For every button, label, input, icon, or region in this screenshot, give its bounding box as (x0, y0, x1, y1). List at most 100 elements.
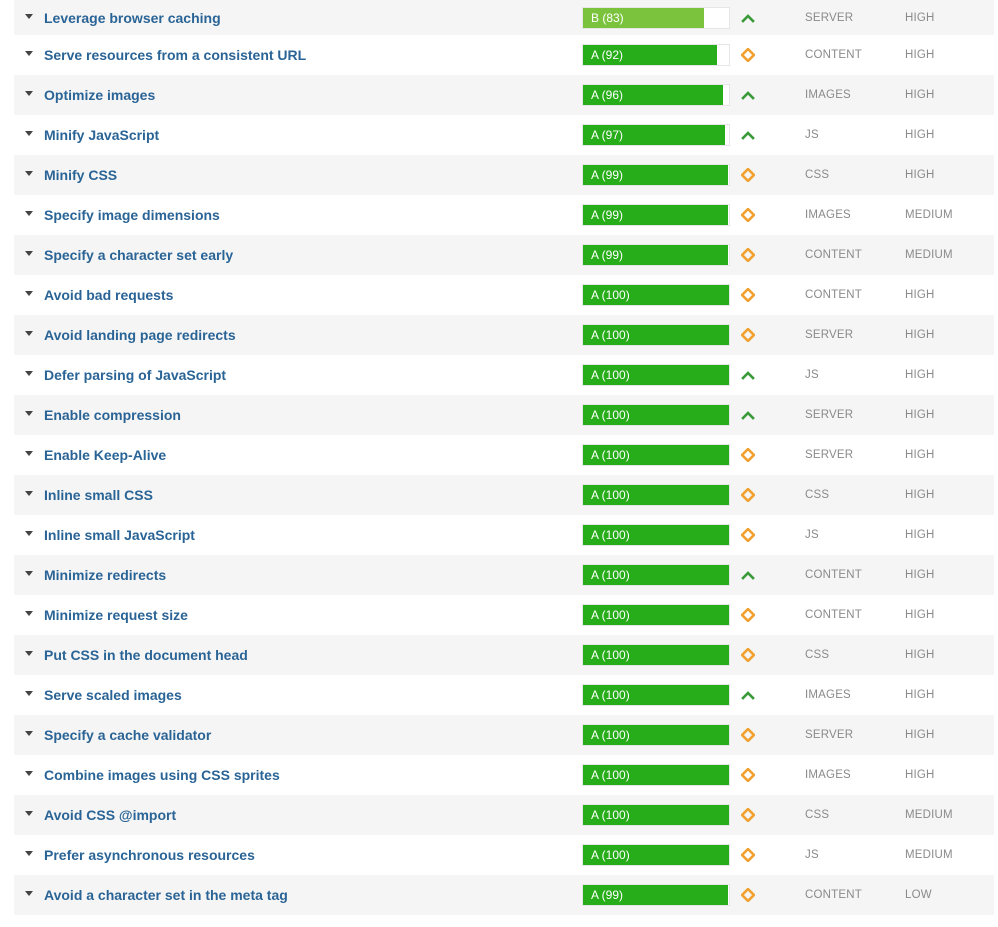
grade-label: A (100) (591, 648, 630, 662)
table-row[interactable]: Serve scaled images A (100) IMAGES HIGH (14, 675, 994, 715)
table-row[interactable]: Avoid landing page redirects A (100) SER… (14, 315, 994, 355)
rule-name-link[interactable]: Leverage browser caching (44, 9, 221, 26)
chevron-down-icon[interactable] (25, 851, 33, 856)
chevron-down-icon[interactable] (25, 131, 33, 136)
chevron-down-icon[interactable] (25, 811, 33, 816)
table-row[interactable]: Minify JavaScript A (97) JS HIGH (14, 115, 994, 155)
grade-bar-fill (583, 525, 729, 545)
chevron-down-icon[interactable] (25, 731, 33, 736)
diamond-icon (740, 447, 756, 463)
rule-type: IMAGES (805, 769, 851, 781)
rule-name-link[interactable]: Avoid landing page redirects (44, 327, 236, 343)
rule-name-link[interactable]: Minify CSS (44, 167, 118, 183)
chevron-down-icon[interactable] (25, 371, 33, 376)
rule-name-link[interactable]: Minimize request size (44, 607, 188, 623)
chevron-down-icon[interactable] (25, 451, 33, 456)
rule-priority: HIGH (905, 289, 935, 301)
grade-bar: A (100) (582, 804, 730, 826)
rule-type: CONTENT (805, 569, 862, 581)
rule-priority: HIGH (905, 489, 935, 501)
rule-name-link[interactable]: Inline small CSS (44, 487, 153, 503)
rule-name-link[interactable]: Combine images using CSS sprites (44, 767, 280, 783)
table-row[interactable]: Avoid a character set in the meta tag A … (14, 875, 994, 915)
rule-name-link[interactable]: Enable Keep-Alive (44, 447, 167, 463)
chevron-down-icon[interactable] (25, 251, 33, 256)
chevron-down-icon[interactable] (25, 651, 33, 656)
grade-bar-fill (583, 205, 728, 225)
grade-label: A (100) (591, 568, 630, 582)
rule-name-link[interactable]: Serve scaled images (44, 687, 182, 703)
rule-name-link[interactable]: Avoid CSS @import (44, 807, 177, 823)
grade-bar: A (100) (582, 684, 730, 706)
grade-label: A (96) (591, 88, 624, 102)
chevron-down-icon[interactable] (25, 211, 33, 216)
grade-bar: A (92) (582, 44, 730, 66)
table-row[interactable]: Avoid CSS @import A (100) CSS MEDIUM (14, 795, 994, 835)
grade-bar-fill (583, 445, 729, 465)
table-row[interactable]: Prefer asynchronous resources A (100) JS… (14, 835, 994, 875)
rule-name-link[interactable]: Defer parsing of JavaScript (44, 367, 227, 383)
up-arrow-icon (741, 408, 755, 422)
rule-type: CSS (805, 169, 830, 181)
rule-name-link[interactable]: Minimize redirects (44, 567, 167, 583)
rule-name-link[interactable]: Specify a cache validator (44, 727, 212, 743)
grade-bar: A (97) (582, 124, 730, 146)
rule-name-link[interactable]: Specify image dimensions (44, 207, 220, 223)
table-row[interactable]: Inline small JavaScript A (100) JS HIGH (14, 515, 994, 555)
rule-name-link[interactable]: Avoid a character set in the meta tag (44, 887, 288, 903)
chevron-down-icon[interactable] (25, 691, 33, 696)
rule-name-link[interactable]: Optimize images (44, 87, 156, 103)
table-row[interactable]: Leverage browser caching B (83) SERVER H… (14, 0, 994, 35)
rule-priority: HIGH (905, 649, 935, 661)
table-row[interactable]: Avoid bad requests A (100) CONTENT HIGH (14, 275, 994, 315)
chevron-down-icon[interactable] (25, 291, 33, 296)
grade-bar-fill (583, 645, 729, 665)
rule-name-link[interactable]: Specify a character set early (44, 247, 234, 263)
chevron-down-icon[interactable] (25, 491, 33, 496)
rule-type: CSS (805, 649, 830, 661)
table-row[interactable]: Put CSS in the document head A (100) CSS… (14, 635, 994, 675)
chevron-down-icon[interactable] (25, 51, 33, 56)
table-row[interactable]: Enable Keep-Alive A (100) SERVER HIGH (14, 435, 994, 475)
chevron-down-icon[interactable] (25, 771, 33, 776)
table-row[interactable]: Serve resources from a consistent URL A … (14, 35, 994, 75)
diamond-icon (740, 207, 756, 223)
rule-priority: HIGH (905, 169, 935, 181)
table-row[interactable]: Minify CSS A (99) CSS HIGH (14, 155, 994, 195)
rule-name-link[interactable]: Inline small JavaScript (44, 527, 195, 543)
grade-bar: A (100) (582, 724, 730, 746)
grade-bar-fill (583, 245, 728, 265)
table-row[interactable]: Enable compression A (100) SERVER HIGH (14, 395, 994, 435)
grade-bar-fill (583, 725, 729, 745)
rule-name-link[interactable]: Serve resources from a consistent URL (44, 47, 307, 63)
rule-type: JS (805, 849, 819, 861)
table-row[interactable]: Specify a character set early A (99) CON… (14, 235, 994, 275)
chevron-down-icon[interactable] (25, 171, 33, 176)
rule-name-link[interactable]: Enable compression (44, 407, 181, 423)
diamond-icon (740, 607, 756, 623)
chevron-down-icon[interactable] (25, 13, 33, 19)
rule-name-link[interactable]: Put CSS in the document head (44, 647, 248, 663)
chevron-down-icon[interactable] (25, 891, 33, 896)
table-row[interactable]: Specify image dimensions A (99) IMAGES M… (14, 195, 994, 235)
table-row[interactable]: Specify a cache validator A (100) SERVER… (14, 715, 994, 755)
rule-type: CONTENT (805, 249, 862, 261)
chevron-down-icon[interactable] (25, 411, 33, 416)
chevron-down-icon[interactable] (25, 531, 33, 536)
table-row[interactable]: Minimize redirects A (100) CONTENT HIGH (14, 555, 994, 595)
table-row[interactable]: Defer parsing of JavaScript A (100) JS H… (14, 355, 994, 395)
rule-name-link[interactable]: Prefer asynchronous resources (44, 847, 255, 863)
table-row[interactable]: Combine images using CSS sprites A (100)… (14, 755, 994, 795)
rule-priority: MEDIUM (905, 209, 953, 221)
chevron-down-icon[interactable] (25, 331, 33, 336)
table-row[interactable]: Optimize images A (96) IMAGES HIGH (14, 75, 994, 115)
chevron-down-icon[interactable] (25, 611, 33, 616)
table-row[interactable]: Minimize request size A (100) CONTENT HI… (14, 595, 994, 635)
grade-bar-fill (583, 805, 729, 825)
chevron-down-icon[interactable] (25, 91, 33, 96)
table-row[interactable]: Inline small CSS A (100) CSS HIGH (14, 475, 994, 515)
grade-label: A (100) (591, 448, 630, 462)
chevron-down-icon[interactable] (25, 571, 33, 576)
rule-name-link[interactable]: Minify JavaScript (44, 127, 160, 143)
rule-name-link[interactable]: Avoid bad requests (44, 287, 174, 303)
